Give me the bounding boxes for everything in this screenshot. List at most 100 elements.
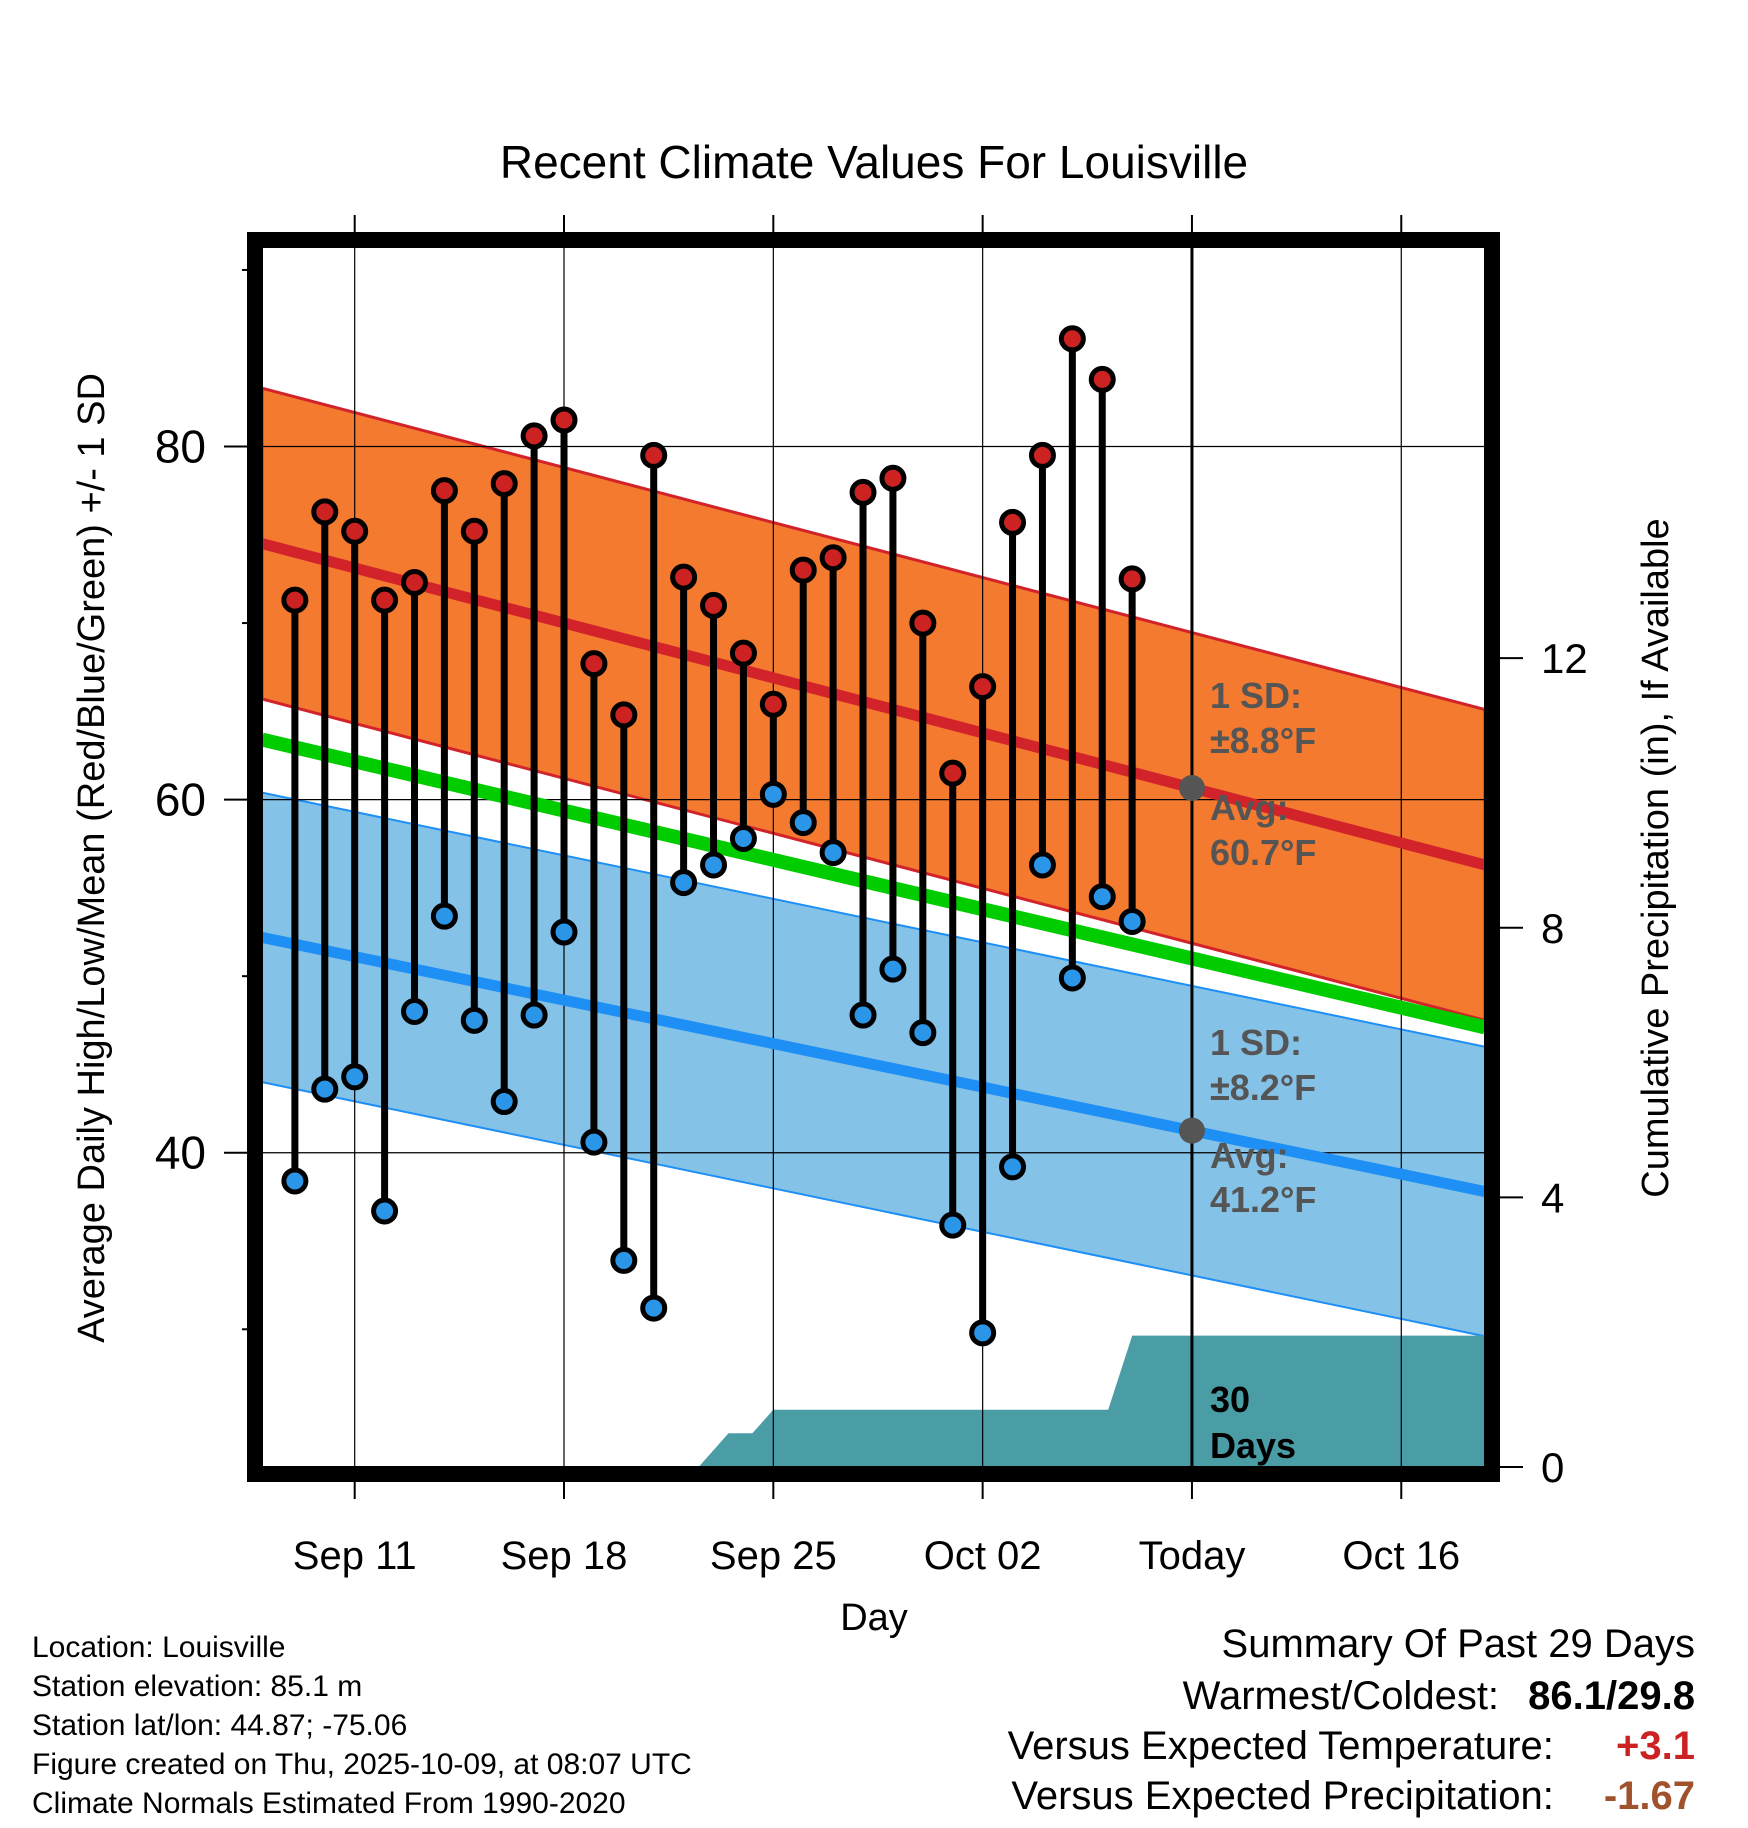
daily-high-point — [879, 464, 907, 492]
daily-low-point — [1088, 883, 1116, 911]
summary-title: Summary Of Past 29 Days — [1221, 1622, 1695, 1666]
x-axis-label: Day — [840, 1597, 908, 1639]
daily-low-point — [1118, 907, 1146, 935]
daily-low-point — [819, 839, 847, 867]
station-info: Location: Louisville Station elevation: … — [32, 1628, 692, 1823]
daily-high-point — [789, 556, 817, 584]
daily-high-point — [1028, 441, 1056, 469]
precip-area — [698, 1335, 1485, 1467]
daily-high-point — [430, 477, 458, 505]
chart-title: Recent Climate Values For Louisville — [500, 136, 1248, 188]
precip-days-unit: Days — [1210, 1425, 1296, 1466]
y2-axis-label: Cumulative Precipitation (in), If Availa… — [1635, 518, 1677, 1197]
daily-low-point — [939, 1211, 967, 1239]
precip-days-value: 30 — [1210, 1379, 1250, 1420]
daily-low-point — [969, 1319, 997, 1347]
daily-low-point — [700, 851, 728, 879]
daily-low-point — [999, 1153, 1027, 1181]
info-normals: Climate Normals Estimated From 1990-2020 — [32, 1787, 626, 1820]
temp-anomaly-value: +3.1 — [1616, 1724, 1695, 1768]
daily-low-point — [759, 780, 787, 808]
x-tick-label: Oct 02 — [924, 1534, 1042, 1578]
low-sd-value: ±8.2°F — [1210, 1067, 1316, 1108]
y2-tick-label: 4 — [1541, 1174, 1564, 1221]
daily-high-point — [460, 517, 488, 545]
normal-high-line — [262, 538, 1485, 871]
daily-low-point — [371, 1197, 399, 1225]
summary-warm-cold: Warmest/Coldest: 86.1/29.8 — [1183, 1674, 1695, 1719]
precip-anomaly-label: Versus Expected Precipitation: — [1011, 1774, 1554, 1818]
plot-frame — [247, 232, 1500, 1482]
daily-low-point — [849, 1001, 877, 1029]
daily-high-point — [401, 568, 429, 596]
daily-high-point — [520, 422, 548, 450]
low-avg-value: 41.2°F — [1210, 1179, 1316, 1220]
normal-low-line — [262, 931, 1485, 1197]
daily-high-point — [729, 639, 757, 667]
info-elevation: Station elevation: 85.1 m — [32, 1670, 363, 1703]
warm-cold-value: 86.1/29.8 — [1528, 1674, 1695, 1718]
daily-low-point — [460, 1006, 488, 1034]
daily-low-point — [401, 997, 429, 1025]
daily-low-point — [1028, 851, 1056, 879]
daily-high-point — [311, 498, 339, 526]
precip-anomaly-value: -1.67 — [1603, 1774, 1695, 1818]
daily-high-point — [909, 609, 937, 637]
daily-low-point — [640, 1294, 668, 1322]
y-tick-label: 60 — [155, 774, 206, 826]
low-avg-label: Avg: — [1210, 1135, 1289, 1176]
daily-high-point — [1088, 365, 1116, 393]
daily-high-point — [999, 508, 1027, 536]
daily-low-point — [610, 1246, 638, 1274]
daily-low-point — [311, 1075, 339, 1103]
daily-low-point — [490, 1088, 518, 1116]
x-tick-label: Sep 25 — [710, 1534, 837, 1578]
daily-low-point — [281, 1167, 309, 1195]
high-avg-label: Avg: — [1210, 787, 1289, 828]
daily-high-point — [759, 690, 787, 718]
high-sd-value: ±8.8°F — [1210, 720, 1316, 761]
daily-low-point — [580, 1128, 608, 1156]
daily-low-point — [789, 809, 817, 837]
daily-low-point — [879, 955, 907, 983]
x-tick-label: Sep 11 — [293, 1534, 417, 1578]
y-axis-label: Average Daily High/Low/Mean (Red/Blue/Gr… — [71, 373, 113, 1343]
low-sd-label: 1 SD: — [1210, 1022, 1302, 1063]
daily-high-point — [1058, 325, 1086, 353]
summary-temp: Versus Expected Temperature: +3.1 — [1008, 1724, 1695, 1769]
x-tick-label: Sep 18 — [501, 1534, 628, 1578]
daily-high-point — [580, 650, 608, 678]
today-high-avg-marker — [1178, 774, 1205, 801]
daily-high-point — [819, 544, 847, 572]
temp-anomaly-label: Versus Expected Temperature: — [1007, 1724, 1554, 1768]
daily-low-point — [909, 1019, 937, 1047]
daily-high-point — [550, 406, 578, 434]
y2-tick-label: 12 — [1541, 635, 1588, 682]
y2-tick-label: 8 — [1541, 905, 1564, 952]
daily-low-point — [670, 869, 698, 897]
normal-mean-line — [262, 732, 1485, 1035]
daily-low-point — [550, 918, 578, 946]
daily-high-point — [371, 586, 399, 614]
x-tick-label: Oct 16 — [1342, 1534, 1460, 1578]
daily-high-point — [1118, 565, 1146, 593]
daily-high-point — [610, 701, 638, 729]
warm-cold-label: Warmest/Coldest: — [1182, 1674, 1500, 1718]
daily-high-point — [969, 673, 997, 701]
daily-high-point — [490, 470, 518, 498]
daily-low-point — [341, 1063, 369, 1091]
info-latlon: Station lat/lon: 44.87; -75.06 — [32, 1709, 408, 1742]
daily-high-point — [281, 586, 309, 614]
y-tick-label: 80 — [155, 421, 206, 473]
x-tick-label: Today — [1139, 1534, 1246, 1578]
today-low-avg-marker — [1178, 1117, 1205, 1144]
daily-low-point — [430, 902, 458, 930]
daily-high-point — [640, 441, 668, 469]
daily-high-point — [670, 563, 698, 591]
daily-high-point — [341, 517, 369, 545]
daily-low-point — [729, 824, 757, 852]
daily-low-point — [1058, 964, 1086, 992]
